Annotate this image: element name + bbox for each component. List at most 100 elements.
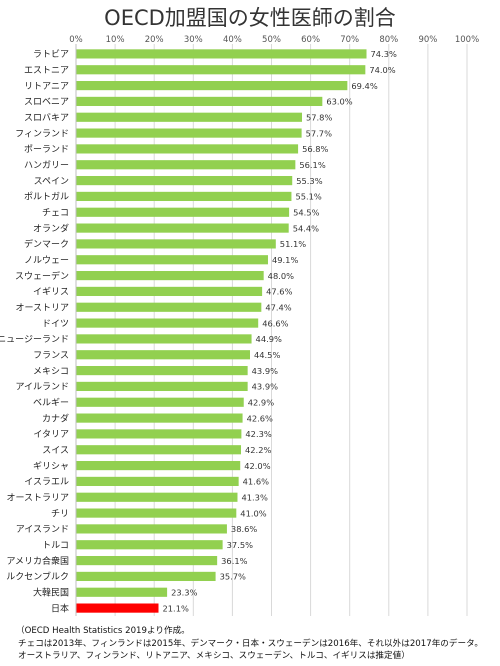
category-label: オーストラリア (6, 493, 69, 504)
category-label: イスラエル (24, 477, 69, 488)
bar (76, 603, 159, 613)
source-note-line: チェコは2013年、フィンランドは2015年、デンマーク・日本・スウェーデンは2… (18, 638, 484, 649)
data-label: 57.7% (306, 128, 332, 138)
data-label: 36.1% (221, 556, 247, 566)
category-label: オーストリア (15, 303, 69, 314)
category-label: ラトビア (33, 49, 69, 60)
data-label: 23.3% (171, 587, 197, 597)
data-label: 21.1% (163, 603, 189, 613)
data-label: 49.1% (272, 255, 298, 265)
category-label: スロベニア (24, 98, 69, 108)
x-tick-label: 40% (223, 35, 242, 45)
category-label: リトアニア (24, 82, 69, 92)
bar (76, 587, 168, 597)
bar (76, 112, 302, 122)
bar (76, 175, 293, 186)
data-label: 35.7% (220, 572, 246, 582)
data-label: 56.1% (299, 160, 325, 170)
x-tick-label: 70% (340, 35, 359, 45)
data-label: 48.0% (268, 271, 294, 281)
bar (76, 381, 248, 392)
bar (76, 160, 296, 170)
category-label: 大韓民国 (33, 587, 69, 599)
data-label: 47.6% (266, 287, 292, 297)
x-tick-label: 20% (145, 35, 164, 45)
category-label: ドイツ (42, 319, 69, 329)
bar (76, 350, 250, 360)
category-label: ポルトガル (24, 192, 69, 203)
data-label: 54.5% (293, 207, 319, 217)
x-tick-label: 10% (106, 35, 125, 45)
category-label: アメリカ合衆国 (6, 555, 69, 567)
bar (76, 334, 252, 344)
x-tick-label: 100% (455, 35, 479, 45)
bar (76, 239, 276, 249)
data-label: 42.6% (247, 413, 273, 423)
bar (76, 207, 290, 217)
bar (76, 318, 259, 328)
bar-chart: 0% 10% 20% 30% 40% 50% 60% 70% 80% 90% 100% ラトビア 74.… (0, 35, 479, 616)
category-label: フランス (33, 350, 69, 361)
category-label: スペイン (34, 177, 69, 187)
data-label: 57.8% (306, 112, 332, 122)
category-label: ノルウェー (24, 255, 69, 266)
data-label: 44.5% (254, 350, 280, 360)
bar (76, 524, 227, 534)
category-label: ベルギー (33, 398, 69, 409)
data-label: 51.1% (280, 239, 306, 249)
category-label: イタリア (33, 429, 69, 440)
category-label: メキシコ (33, 367, 69, 377)
category-label: スイス (42, 446, 69, 456)
data-label: 74.0% (369, 65, 395, 75)
bar (76, 255, 268, 265)
data-label: 69.4% (351, 81, 377, 91)
source-note-line: （OECD Health Statistics 2019より作成。 (16, 626, 190, 636)
category-label: ニュージーランド (0, 334, 69, 345)
category-label: チェコ (42, 208, 69, 219)
data-label: 42.2% (245, 445, 271, 455)
data-label: 55.1% (295, 192, 321, 202)
bar (76, 365, 248, 376)
bar (76, 508, 237, 518)
data-label: 41.0% (240, 508, 266, 518)
bar (76, 270, 264, 281)
bar (76, 555, 218, 566)
category-label: オランダ (33, 222, 69, 234)
data-label: 37.5% (227, 540, 253, 550)
x-tick-label: 0% (69, 35, 83, 45)
category-label: アイルランド (15, 382, 69, 393)
data-label: 38.6% (231, 524, 257, 534)
data-label: 42.9% (248, 397, 274, 407)
bar (76, 286, 263, 297)
data-label: 74.3% (371, 49, 397, 59)
bar (76, 144, 299, 154)
bar (76, 65, 366, 75)
category-label: フィンランド (15, 128, 69, 139)
category-label: スロバキア (24, 113, 69, 124)
bar (76, 413, 243, 423)
x-tick-label: 50% (262, 35, 281, 45)
data-label: 42.0% (244, 461, 270, 471)
x-tick-label: 90% (418, 35, 437, 45)
bar (76, 49, 367, 59)
data-label: 63.0% (326, 97, 352, 107)
x-tick-label: 30% (184, 35, 203, 45)
x-tick-label: 80% (379, 35, 398, 45)
bar (76, 80, 348, 91)
category-label: ポーランド (24, 144, 69, 155)
data-label: 47.4% (265, 302, 291, 312)
chart-title: OECD加盟国の女性医師の割合 (104, 6, 396, 30)
data-label: 56.8% (302, 144, 328, 154)
category-label: チリ (51, 508, 69, 519)
data-label: 46.6% (262, 318, 288, 328)
category-label: ハンガリー (24, 160, 69, 171)
category-label: アイスランド (16, 524, 69, 535)
data-label: 55.3% (296, 176, 322, 186)
category-label: イギリス (33, 287, 69, 298)
bar (76, 96, 323, 107)
x-tick-label: 60% (301, 35, 320, 45)
data-label: 42.3% (245, 429, 271, 439)
data-label: 44.9% (256, 334, 282, 344)
bar (76, 191, 292, 202)
category-label: ルクセンブルク (6, 571, 69, 583)
